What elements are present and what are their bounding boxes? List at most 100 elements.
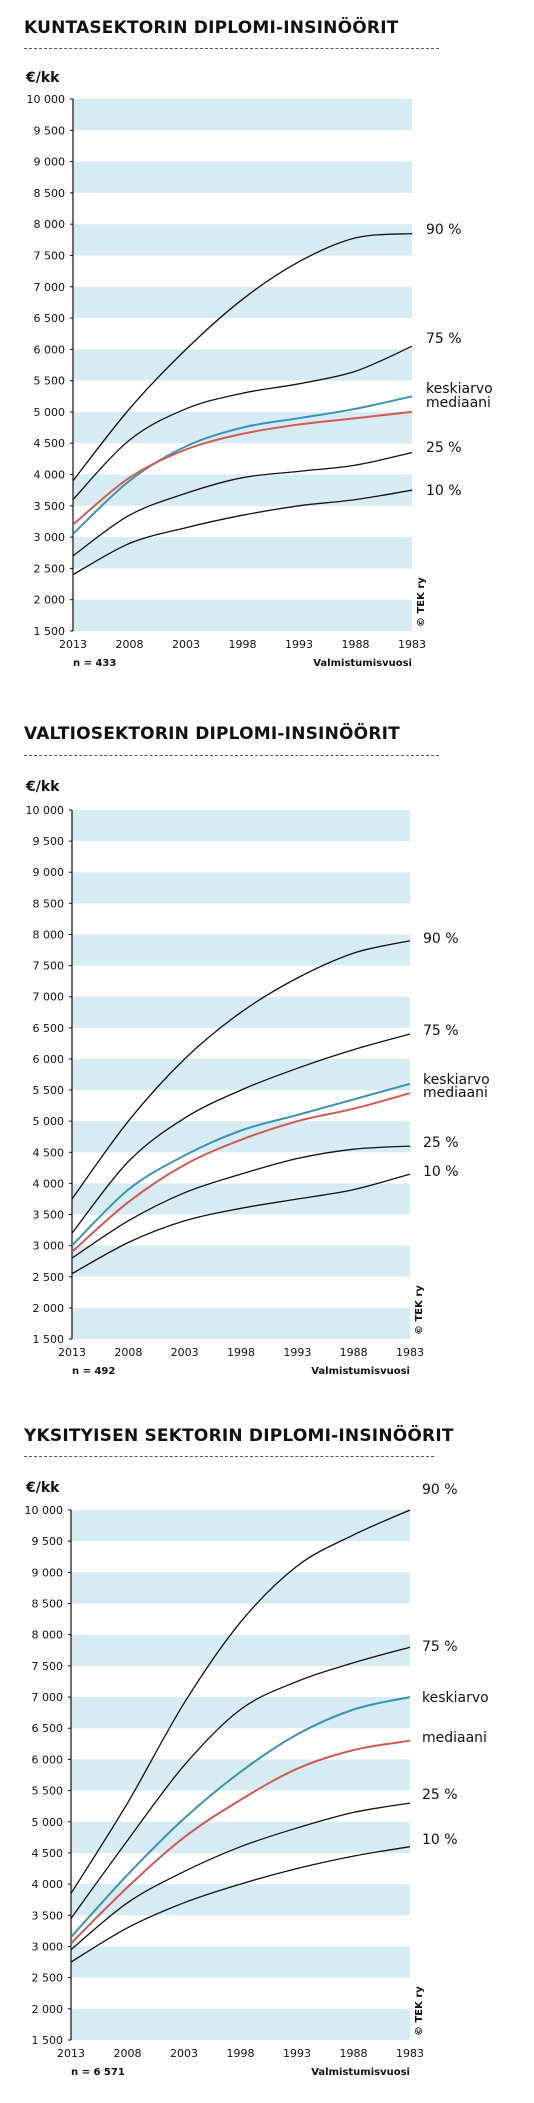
series-line (72, 1033, 411, 1234)
x-tick-label: 1983 (398, 638, 426, 651)
y-tick-label: 4 000 (33, 1177, 65, 1190)
y-tick-label: 7 000 (33, 991, 65, 1004)
grid-band (72, 872, 410, 904)
x-tick-label: 2013 (57, 2047, 85, 2060)
grid-bands (71, 1510, 410, 2040)
grid-band (71, 1759, 410, 1791)
grid-band (72, 1121, 410, 1153)
series-label: 75 % (423, 1023, 459, 1039)
y-tick-label: 8 000 (33, 928, 65, 941)
x-tick-label: 1983 (396, 1346, 424, 1359)
y-tick-label: 8 000 (32, 1629, 64, 1642)
grid-band (72, 810, 410, 842)
y-tick-label: 8 500 (32, 1598, 64, 1611)
y-tick-label: 10 000 (25, 1504, 64, 1517)
y-tick-label: 5 000 (32, 1816, 64, 1829)
y-tick-label: 4 500 (32, 1847, 64, 1860)
x-tick-label: 1998 (227, 2047, 255, 2060)
y-axis-unit: €/kk (25, 779, 60, 795)
y-tick-label: 6 500 (34, 312, 66, 325)
grid-band (71, 1884, 410, 1916)
y-tick-label: 2 000 (32, 2003, 64, 2016)
y-tick-label: 8 000 (34, 218, 66, 231)
sample-size-note: n = 433 (73, 658, 116, 669)
grid-band (71, 1510, 410, 1542)
y-tick-label: 2 500 (34, 562, 66, 575)
series-line (72, 940, 411, 1200)
y-tick-label: 3 500 (33, 1209, 65, 1222)
grid-band (73, 99, 412, 131)
series-label: 75 % (426, 331, 462, 347)
chart-title: YKSITYISEN SEKTORIN DIPLOMI-INSINÖÖRIT (24, 1426, 454, 1446)
grid-band (73, 349, 412, 381)
x-tick-label: 1988 (340, 1346, 368, 1359)
series-label: keskiarvo (422, 1690, 489, 1706)
y-tick-label: 10 000 (27, 93, 66, 106)
series-label: 90 % (423, 931, 459, 947)
series-label: 25 % (422, 1787, 458, 1803)
x-axis-label: Valmistumisvuosi (311, 2067, 410, 2078)
y-tick-label: 6 000 (33, 1053, 65, 1066)
chart-panel-private: YKSITYISEN SEKTORIN DIPLOMI-INSINÖÖRIT 1… (0, 1400, 534, 2103)
y-tick-label: 6 500 (33, 1022, 65, 1035)
y-tick-label: 3 500 (34, 500, 66, 513)
x-tick-label: 1993 (283, 2047, 311, 2060)
x-tick-label: 1983 (396, 2047, 424, 2060)
series-label: 25 % (423, 1135, 459, 1151)
x-tick-label: 1998 (227, 1346, 255, 1359)
grid-band (71, 1821, 410, 1853)
grid-bands (73, 99, 412, 631)
y-tick-label: 5 000 (33, 1115, 65, 1128)
line-chart: 1 500 2 000 2 500 3 000 3 500 4 000 4 500 5 000… (25, 779, 490, 1377)
y-tick-label: 2 000 (33, 1302, 65, 1315)
x-tick-label: 2008 (114, 2047, 142, 2060)
copyright-note: © TEK ry (414, 1285, 425, 1335)
x-tick-label: 2013 (59, 638, 87, 651)
y-tick-label: 4 000 (34, 469, 66, 482)
y-tick-label: 2 000 (34, 594, 66, 607)
grid-band (72, 1245, 410, 1277)
x-tick-label: 2003 (170, 2047, 198, 2060)
series-label: 25 % (426, 440, 462, 456)
y-tick-label: 9 000 (34, 156, 66, 169)
grid-band (72, 1058, 410, 1091)
series-line (71, 1846, 411, 1963)
x-tick-label: 2008 (116, 638, 144, 651)
x-axis-label: Valmistumisvuosi (313, 658, 412, 669)
grid-band (71, 2008, 410, 2040)
y-tick-label: 1 500 (33, 1333, 65, 1346)
x-tick-label: 1988 (340, 2047, 368, 2060)
series-line (72, 1082, 411, 1247)
y-tick-label: 3 500 (32, 1909, 64, 1922)
sample-size-note: n = 6 571 (71, 2067, 125, 2078)
series-line (73, 489, 413, 576)
x-tick-label: 2013 (58, 1346, 86, 1359)
grid-band (73, 537, 412, 569)
y-tick-label: 7 000 (32, 1691, 64, 1704)
y-tick-label: 2 500 (33, 1271, 65, 1284)
y-axis-unit: €/kk (25, 1480, 60, 1496)
series-label: 90 % (422, 1482, 458, 1498)
y-tick-label: 2 500 (32, 1972, 64, 1985)
line-chart: 1 500 2 000 2 500 3 000 3 500 4 000 4 500 5 000… (25, 1480, 489, 2078)
chart-panel-municipal: KUNTASEKTORIN DIPLOMI-INSINÖÖRIT 1 500 2 … (0, 0, 534, 700)
series-label: 90 % (426, 222, 462, 238)
series-label: 10 % (426, 483, 462, 499)
y-tick-label: 7 500 (32, 1660, 64, 1673)
y-tick-label: 3 000 (34, 531, 66, 544)
y-tick-label: 8 500 (33, 897, 65, 910)
y-tick-label: 8 500 (34, 187, 66, 200)
grid-band (72, 934, 410, 966)
y-tick-label: 9 000 (32, 1566, 64, 1579)
series-line (73, 232, 413, 482)
series-label: keskiarvo (426, 381, 493, 397)
y-tick-label: 6 500 (32, 1722, 64, 1735)
series-line (71, 1509, 411, 1894)
series-line (71, 1646, 411, 1919)
series-line (71, 1739, 411, 1945)
grid-band (71, 1697, 410, 1729)
series-label: mediaani (426, 395, 491, 411)
y-tick-label: 9 000 (33, 866, 65, 879)
y-tick-label: 5 000 (34, 406, 66, 419)
x-tick-label: 1988 (342, 638, 370, 651)
